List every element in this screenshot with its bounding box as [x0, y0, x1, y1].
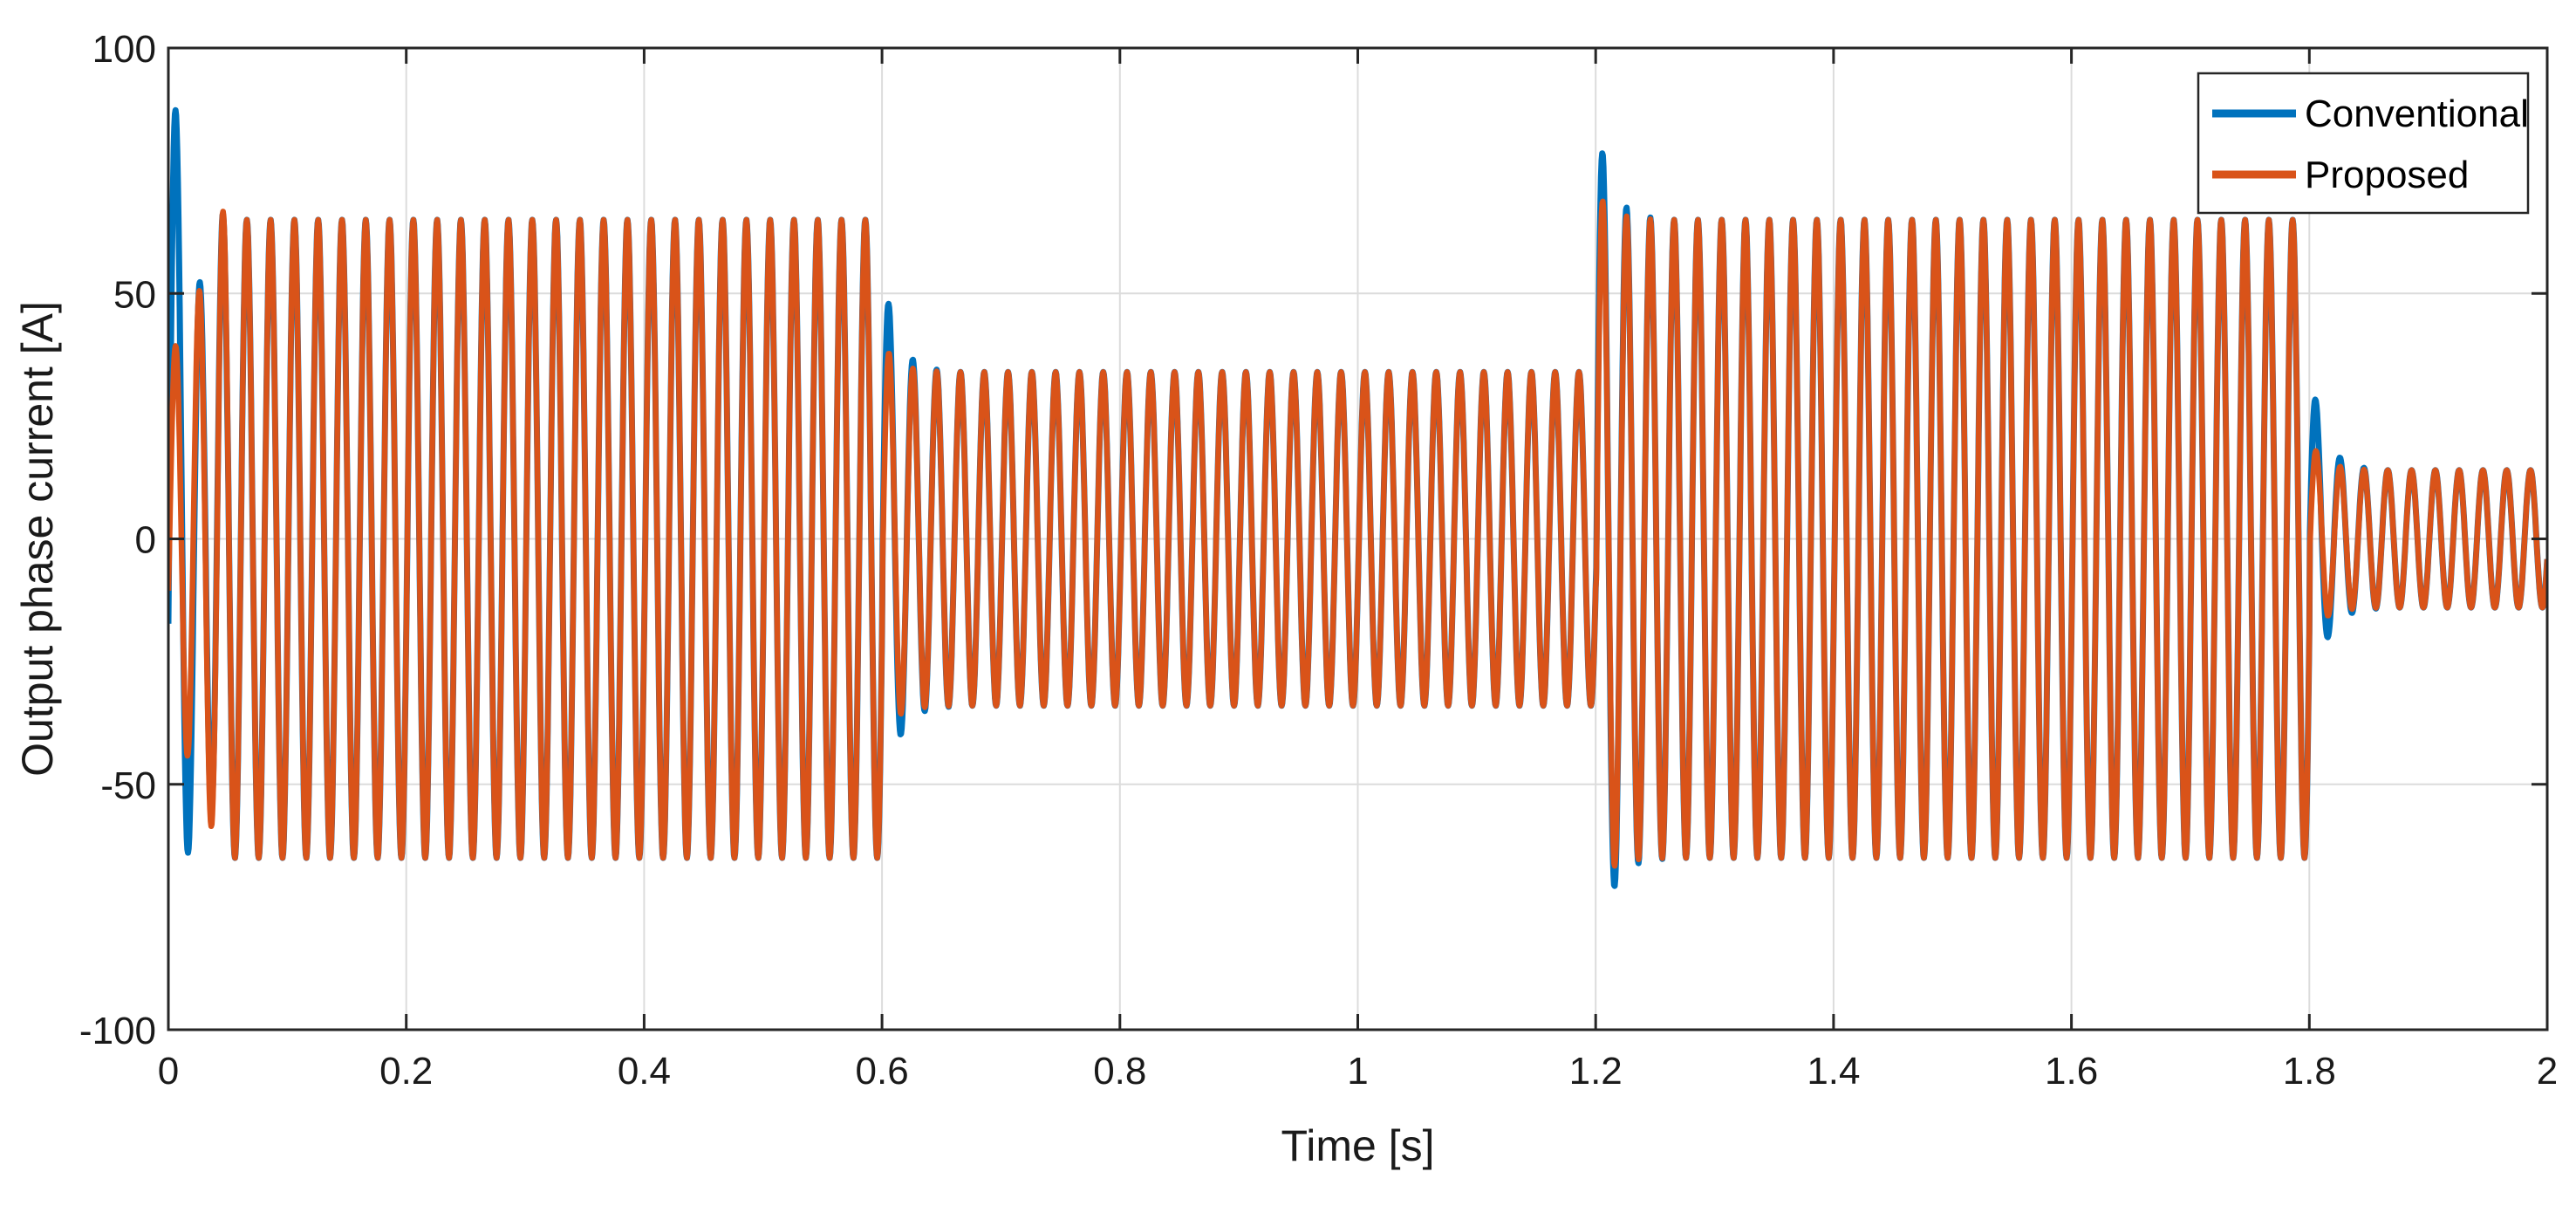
x-tick-label-0: 0: [158, 1050, 179, 1093]
series-layer: [168, 106, 2547, 889]
y-axis-label: Output phase current [A]: [13, 301, 62, 777]
legend-box: [2197, 72, 2530, 215]
axis-ticks: 0 0.2 0.4 0.6 0.8 1 1.2 1.4 1.6 1.8 2 -100 -50 0 50 100: [79, 28, 2558, 1093]
x-tick-label-5: 1: [1347, 1050, 1368, 1093]
x-tick-label-10: 2: [2537, 1050, 2558, 1093]
legend-label-conventional: Conventional: [2305, 93, 2529, 135]
legend: Conventional Proposed: [2197, 72, 2530, 215]
x-axis-label: Time [s]: [1281, 1121, 1435, 1170]
x-tick-label-6: 1.2: [1569, 1050, 1623, 1093]
x-tick-label-1: 0.2: [379, 1050, 433, 1093]
y-tick-label-2: 0: [135, 519, 156, 562]
x-tick-label-2: 0.4: [618, 1050, 671, 1093]
x-tick-label-4: 0.8: [1093, 1050, 1146, 1093]
x-tick-label-7: 1.4: [1807, 1050, 1860, 1093]
x-tick-label-3: 0.6: [856, 1050, 909, 1093]
legend-label-proposed: Proposed: [2305, 154, 2469, 196]
y-tick-label-1: -50: [100, 764, 156, 807]
y-tick-label-0: -100: [79, 1010, 156, 1052]
y-tick-label-4: 100: [92, 28, 156, 71]
x-tick-label-9: 1.8: [2283, 1050, 2336, 1093]
y-tick-label-3: 50: [113, 273, 156, 316]
series-line-proposed: [168, 198, 2547, 869]
x-tick-label-8: 1.6: [2045, 1050, 2098, 1093]
